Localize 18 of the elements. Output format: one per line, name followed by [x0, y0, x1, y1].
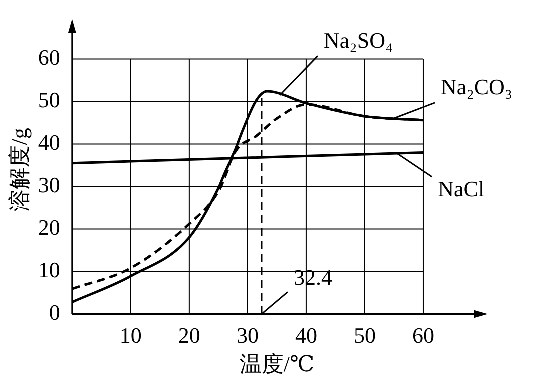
- y-axis-title: 溶解度/g: [6, 128, 32, 212]
- x-tick-label: 40: [295, 323, 318, 348]
- y-tick-label: 60: [38, 44, 60, 70]
- y-tick-label: 0: [49, 300, 60, 325]
- series-label: Na₂CO₃: [441, 74, 513, 100]
- x-tick-label: 50: [354, 323, 376, 348]
- y-tick-label: 30: [38, 172, 60, 198]
- x-axis-title: 温度/℃: [240, 352, 315, 377]
- series-label: NaCl: [438, 176, 485, 202]
- y-tick-label: 10: [38, 257, 60, 282]
- x-tick-label: 20: [178, 323, 200, 348]
- y-tick-label: 40: [38, 130, 60, 155]
- x-tick-label: 60: [412, 323, 434, 348]
- y-tick-label: 50: [38, 87, 60, 112]
- text: Na₂SO₄: [324, 28, 394, 53]
- y-tick-label: 20: [38, 214, 60, 240]
- x-tick-label: 10: [120, 323, 142, 348]
- x-tick-label: 30: [236, 323, 259, 348]
